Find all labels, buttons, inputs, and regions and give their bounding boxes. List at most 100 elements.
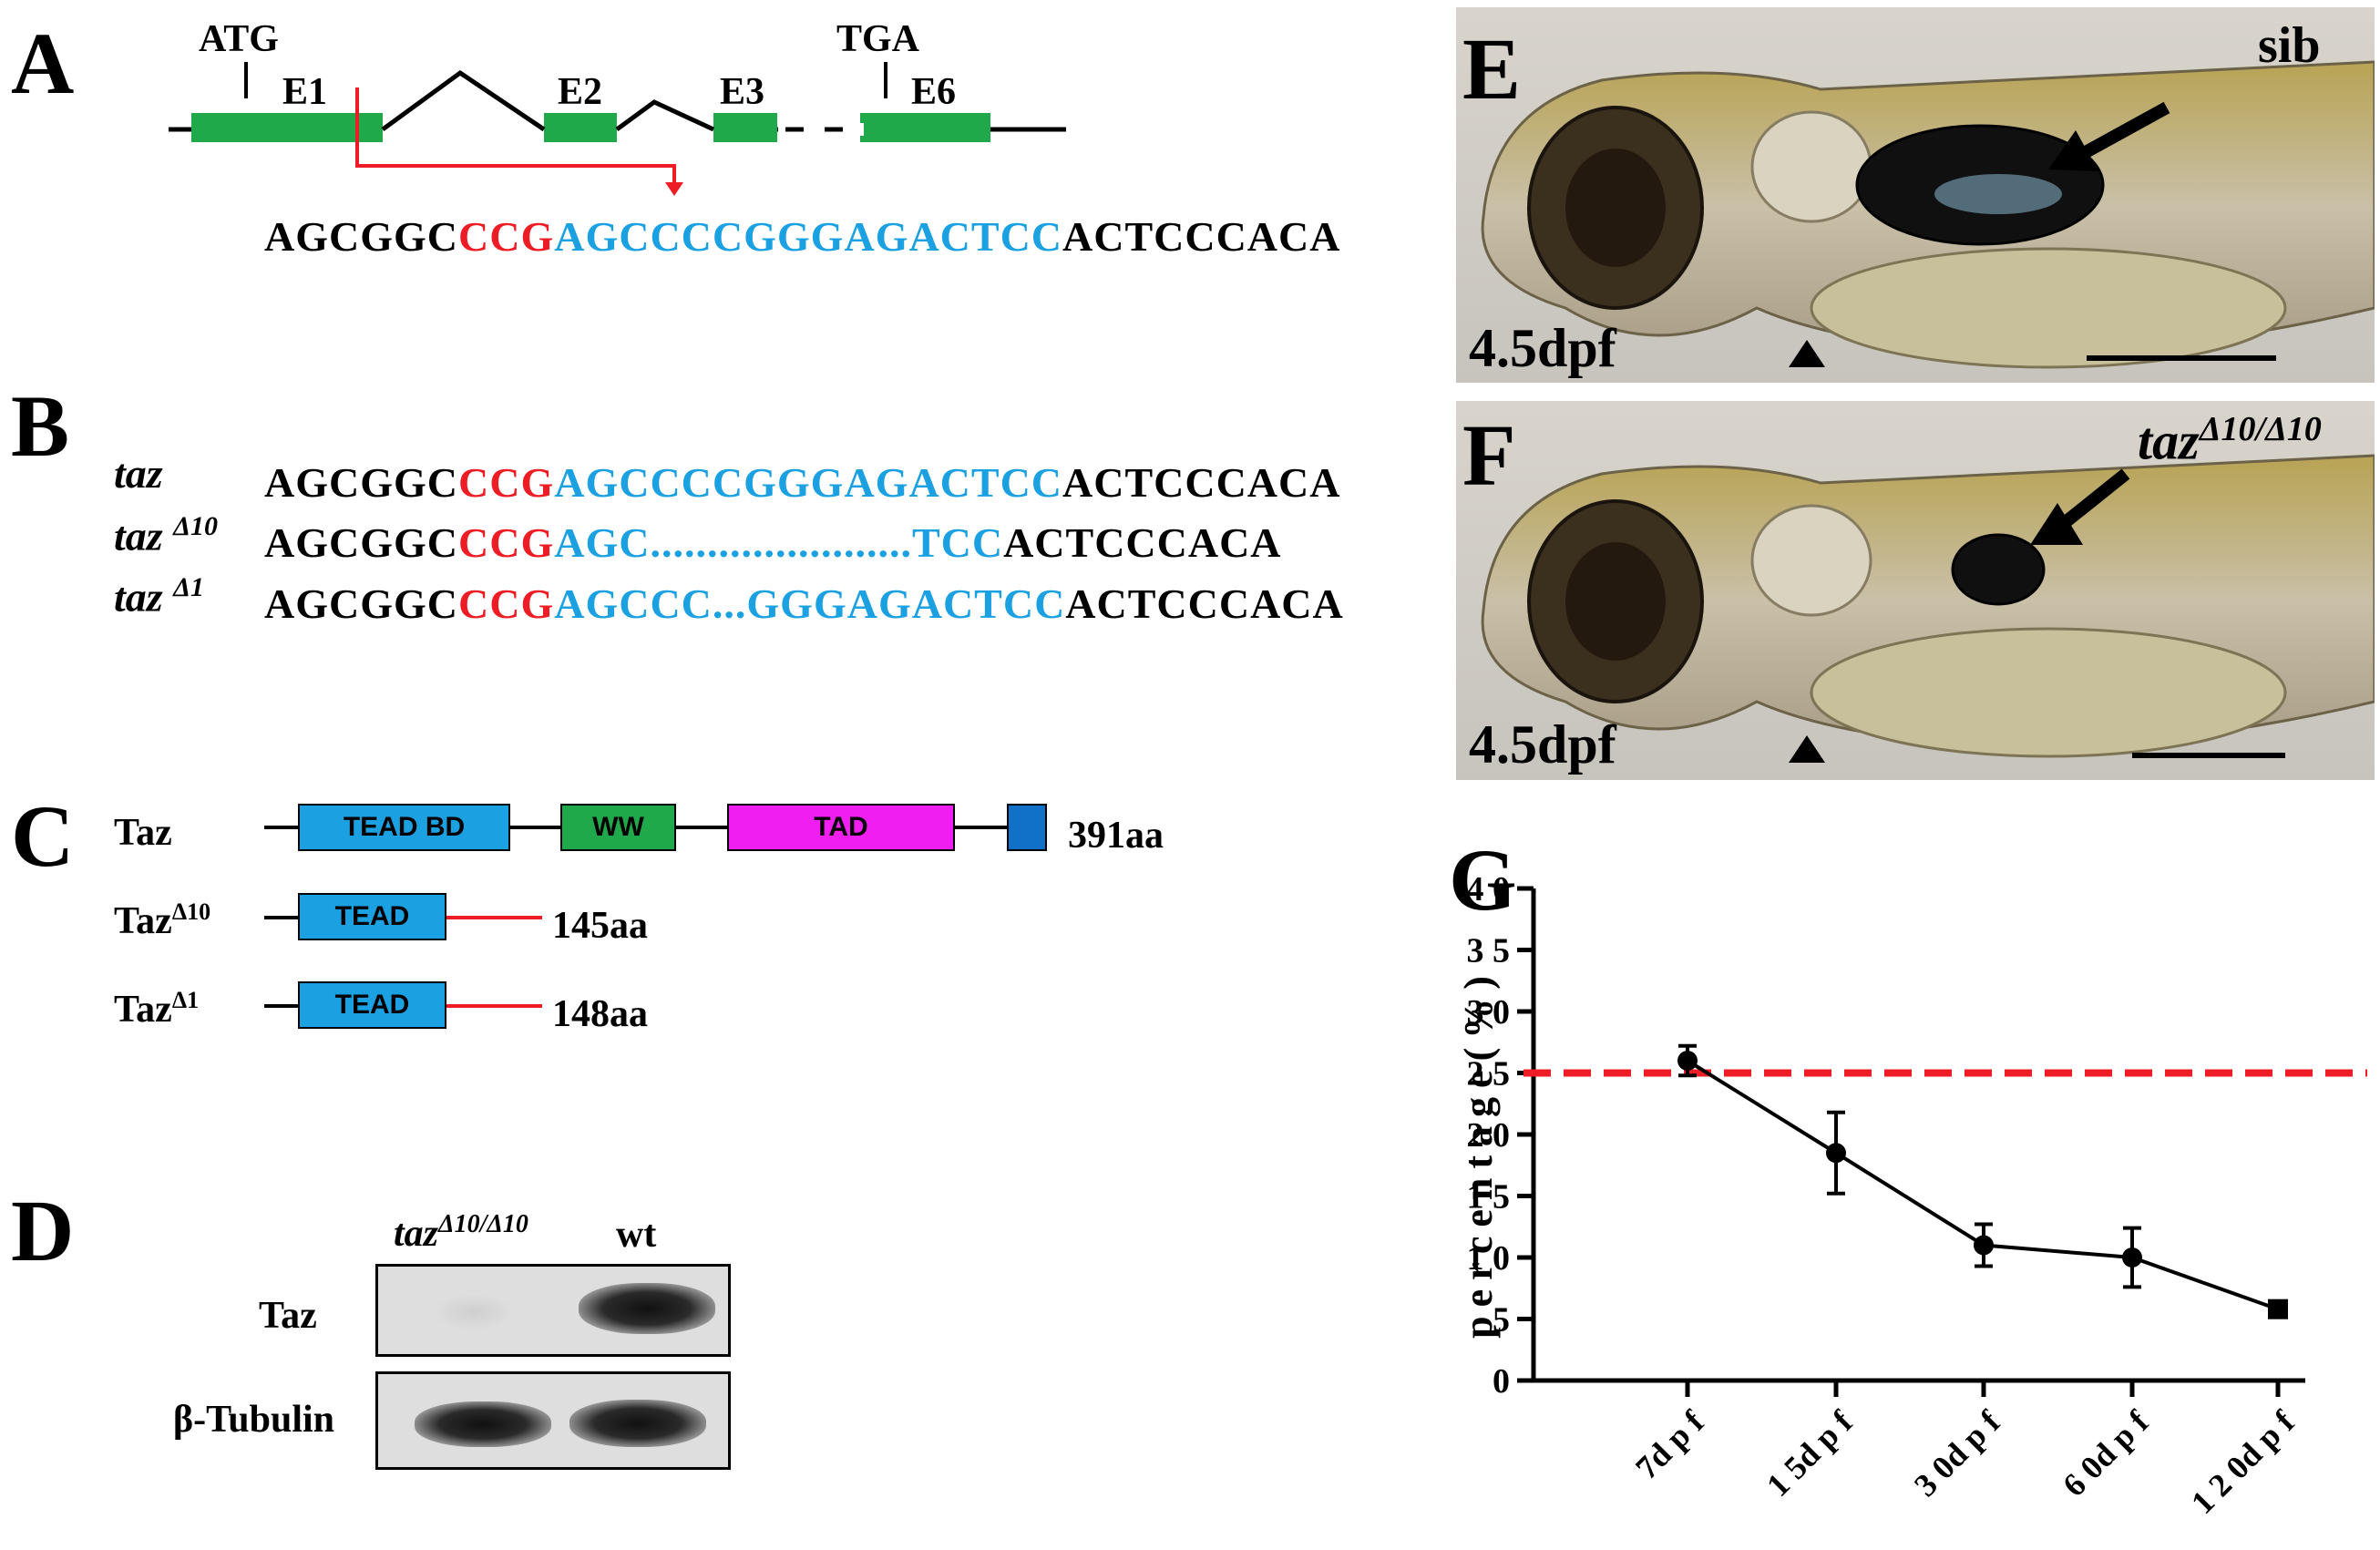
domain-tad: TAD xyxy=(727,804,955,851)
protein-d10-sup: Δ10 xyxy=(171,898,211,925)
taz-band-mutant-faint xyxy=(433,1294,515,1330)
protein-d1-sup: Δ1 xyxy=(171,987,200,1013)
protein-d1-backbone xyxy=(264,1004,301,1008)
exon-e2-box xyxy=(544,113,617,142)
x-tick-label: 3 0d p f xyxy=(1907,1403,2007,1504)
series-line xyxy=(1686,1059,2279,1311)
data-point xyxy=(1826,1143,1846,1164)
x-tick-label: 1 2 0d p f xyxy=(2184,1403,2302,1521)
exon-e3-box xyxy=(713,113,777,142)
seq-part: CCG xyxy=(458,519,555,566)
domain-ww: WW xyxy=(560,804,676,851)
y-tick-label: 2 5 xyxy=(1467,1055,1511,1093)
swim-bladder-mutant xyxy=(1951,533,2046,606)
x-tick-label: 7d p f xyxy=(1628,1403,1711,1486)
blot-row-label-taz: Taz xyxy=(259,1295,317,1337)
seq-part: ACTCCCACA xyxy=(1062,459,1341,506)
domain-tead-bd: TEAD BD xyxy=(298,804,510,851)
protein-d10-text: Taz xyxy=(114,900,172,942)
stage-label-f: 4.5dpf xyxy=(1469,714,1616,775)
stage-label-e: 4.5dpf xyxy=(1469,318,1616,378)
allele-name-d1: taz Δ1 xyxy=(114,574,204,618)
panel-label-a: A xyxy=(11,15,75,112)
allele-sequence-d10: AGCGGCCCGAGC.......................TCCAC… xyxy=(264,522,1282,564)
start-codon-label: ATG xyxy=(199,18,279,60)
western-blot-taz xyxy=(375,1264,731,1357)
seq-target: AGCCCCGGGAGACTCC xyxy=(554,213,1063,260)
allele-sequence-d1: AGCGGCCCGAGCCC...GGGAGACTCCACTCCCACA xyxy=(264,583,1344,625)
lane-mutant-sup: Δ10/Δ10 xyxy=(438,1210,528,1238)
exon-e1-box xyxy=(191,113,383,142)
y-tick-label: 1 5 xyxy=(1467,1178,1511,1216)
panel-label-b: B xyxy=(11,377,70,475)
y-tick-label: 3 0 xyxy=(1467,993,1511,1032)
protein-d1-text: Taz xyxy=(114,989,172,1031)
protein-d10-length: 145aa xyxy=(552,905,648,947)
seq-part: ACTCCCACA xyxy=(1003,519,1282,566)
protein-d10-frameshift xyxy=(446,916,542,919)
allele-sequence-wt: AGCGGCCCGAGCCCCGGGAGACTCCACTCCCACA xyxy=(264,462,1340,504)
seq-part: AGCCC...GGGAGACTCC xyxy=(554,580,1066,627)
exon-label-e2: E2 xyxy=(558,71,603,113)
panel-label-g: G xyxy=(1449,831,1517,929)
y-tick-label: 0 xyxy=(1493,1362,1510,1401)
protein-d1-length: 148aa xyxy=(552,993,648,1035)
exon-e6-box xyxy=(860,113,990,142)
protein-d10-backbone xyxy=(264,916,301,919)
y-tick-label: 1 0 xyxy=(1467,1239,1511,1278)
allele-d1-sup: Δ1 xyxy=(173,572,204,602)
percentage-line-chart: 0 5 1 0 1 5 2 0 2 5 3 0 3 5 4 0 7d p f 1 5d p f 3 0… xyxy=(1456,870,2367,1521)
atg-tick xyxy=(244,62,248,98)
panel-label-d: D xyxy=(11,1182,75,1279)
larva-drawing-sib xyxy=(1481,60,2375,369)
protein-d10-label: TazΔ10 xyxy=(114,898,211,942)
stop-codon-label: TGA xyxy=(836,18,920,60)
exon-label-e1: E1 xyxy=(282,71,328,113)
y-tick-label: 4 0 xyxy=(1467,870,1511,908)
x-tick-label: 1 5d p f xyxy=(1759,1403,1860,1504)
lane-mutant-text: taz xyxy=(394,1213,439,1255)
seq-pam: CCG xyxy=(458,213,555,260)
domain-tead-d1: TEAD xyxy=(298,981,446,1029)
y-tick-label: 3 5 xyxy=(1467,932,1511,970)
data-point xyxy=(2268,1299,2288,1319)
genotype-label-sib: sib xyxy=(2258,17,2321,74)
seq-part: AGCGGC xyxy=(264,459,458,506)
lane-label-wt: wt xyxy=(616,1214,657,1256)
allele-wt-text: taz xyxy=(114,450,163,497)
data-point xyxy=(2122,1247,2142,1268)
allele-d1-text: taz xyxy=(114,573,174,621)
seq-part: ACTCCCACA xyxy=(1065,580,1344,627)
panel-label-f: F xyxy=(1462,406,1516,504)
taz-band-wt xyxy=(579,1283,715,1334)
genotype-mutant-sup: Δ10/Δ10 xyxy=(2199,410,2322,448)
gene-structure-diagram xyxy=(169,69,1066,196)
exon-label-e3: E3 xyxy=(720,71,765,113)
protein-d1-frameshift xyxy=(446,1004,542,1008)
allele-d10-sup: Δ10 xyxy=(173,511,218,541)
blot-row-label-tubulin: β-Tubulin xyxy=(173,1399,335,1441)
panel-label-e: E xyxy=(1462,20,1522,118)
seq-part: AGCCCCGGGAGACTCC xyxy=(554,459,1063,506)
protein-wt-label: Taz xyxy=(114,812,172,854)
target-sequence: AGCGGCCCGAGCCCCGGGAGACTCCACTCCCACA xyxy=(264,216,1340,258)
y-tick-label: 5 xyxy=(1493,1301,1510,1340)
allele-name-wt: taz xyxy=(114,453,163,495)
seq-black-1: AGCGGC xyxy=(264,213,458,260)
lane-label-mutant: tazΔ10/Δ10 xyxy=(394,1210,528,1255)
tga-tick xyxy=(884,62,887,98)
allele-d10-text: taz xyxy=(114,512,174,559)
larva-image-mutant xyxy=(1456,401,2375,780)
larva-drawing-mutant xyxy=(1481,454,2375,763)
protein-wt-length: 391aa xyxy=(1068,815,1164,857)
seq-part: AGCGGC xyxy=(264,519,458,566)
genotype-label-mutant: tazΔ10/Δ10 xyxy=(2138,412,2322,467)
tubulin-band-mutant xyxy=(415,1401,551,1447)
cut-site-arrow xyxy=(355,87,676,187)
y-tick-label: 2 0 xyxy=(1467,1116,1511,1155)
seq-black-2: ACTCCCACA xyxy=(1062,213,1341,260)
y-axis-label: percentage(%) xyxy=(1456,967,1501,1339)
data-point xyxy=(1677,1051,1698,1071)
genotype-mutant-text: taz xyxy=(2138,411,2200,471)
tubulin-band-wt xyxy=(569,1400,706,1447)
